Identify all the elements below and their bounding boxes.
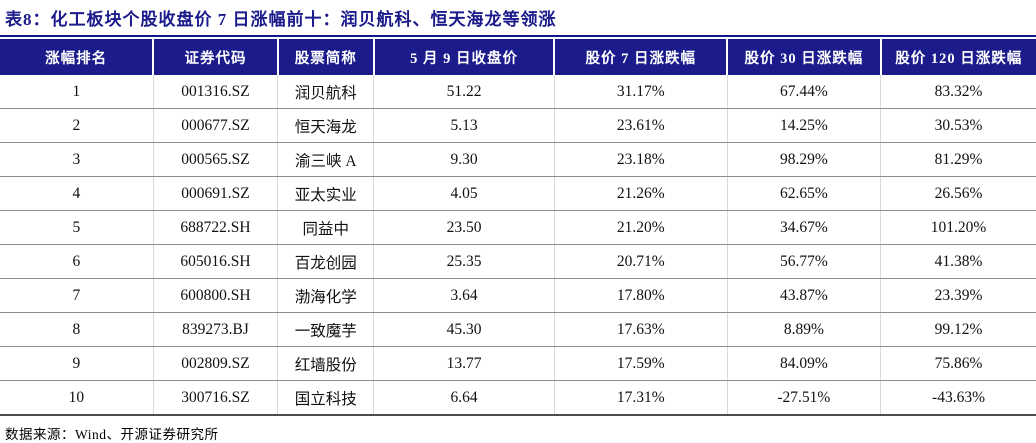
table-cell: 45.30	[373, 312, 555, 347]
table-cell: 101.20%	[880, 210, 1036, 245]
table-cell: 41.38%	[880, 244, 1036, 279]
table-cell: 3	[0, 142, 154, 177]
column-header-120d-change: 股价 120 日涨跌幅	[879, 39, 1036, 75]
source-note: 数据来源：Wind、开源证券研究所	[5, 427, 219, 442]
table-cell: 25.35	[373, 244, 555, 279]
table-cell: 5.13	[373, 108, 555, 143]
table-cell: 润贝航科	[277, 75, 374, 109]
table-cell: 23.18%	[553, 142, 728, 177]
table-cell: 6	[0, 244, 154, 279]
table-cell: 17.80%	[553, 278, 728, 313]
table-cell: -27.51%	[726, 380, 881, 416]
table-cell: 渤海化学	[277, 278, 374, 313]
table-cell: 001316.SZ	[152, 75, 278, 109]
column-header-rank: 涨幅排名	[0, 39, 154, 75]
table-cell: 2	[0, 108, 154, 143]
table-row: 5 688722.SH 同益中 23.50 21.20% 34.67% 101.…	[0, 210, 1036, 245]
table-cell: 30.53%	[880, 108, 1036, 143]
table-cell: 43.87%	[726, 278, 881, 313]
table-cell: 600800.SH	[152, 278, 278, 313]
table-cell: 51.22	[373, 75, 555, 109]
table-cell: 1	[0, 75, 154, 109]
table-cell: 13.77	[373, 346, 555, 381]
table-cell: 67.44%	[726, 75, 881, 109]
table-cell: 31.17%	[553, 75, 728, 109]
table-row: 3 000565.SZ 渝三峡 A 9.30 23.18% 98.29% 81.…	[0, 142, 1036, 177]
stock-gainers-table: 涨幅排名 证券代码 股票简称 5 月 9 日收盘价 股价 7 日涨跌幅 股价 3…	[0, 39, 1036, 416]
table-cell: 同益中	[277, 210, 374, 245]
table-cell: 839273.BJ	[152, 312, 278, 347]
table-cell: 红墙股份	[277, 346, 374, 381]
table-cell: 9	[0, 346, 154, 381]
table-cell: 4.05	[373, 176, 555, 211]
table-cell: 605016.SH	[152, 244, 278, 279]
table-row: 7 600800.SH 渤海化学 3.64 17.80% 43.87% 23.3…	[0, 278, 1036, 313]
table-cell: 23.50	[373, 210, 555, 245]
table-cell: 百龙创园	[277, 244, 374, 279]
table-cell: 56.77%	[726, 244, 881, 279]
table-row: 4 000691.SZ 亚太实业 4.05 21.26% 62.65% 26.5…	[0, 176, 1036, 211]
table-cell: 98.29%	[726, 142, 881, 177]
table-cell: 99.12%	[880, 312, 1036, 347]
table-cell: 002809.SZ	[152, 346, 278, 381]
table-row: 1 001316.SZ 润贝航科 51.22 31.17% 67.44% 83.…	[0, 75, 1036, 109]
table-cell: 亚太实业	[277, 176, 374, 211]
column-header-30d-change: 股价 30 日涨跌幅	[726, 39, 881, 75]
table-cell: 6.64	[373, 380, 555, 416]
table-cell: 84.09%	[726, 346, 881, 381]
table-cell: 81.29%	[880, 142, 1036, 177]
title-divider	[0, 35, 1036, 37]
table-row: 9 002809.SZ 红墙股份 13.77 17.59% 84.09% 75.…	[0, 346, 1036, 381]
table-row: 10 300716.SZ 国立科技 6.64 17.31% -27.51% -4…	[0, 380, 1036, 416]
table-cell: 17.59%	[553, 346, 728, 381]
table-cell: 62.65%	[726, 176, 881, 211]
table-cell: 23.39%	[880, 278, 1036, 313]
column-header-close-price: 5 月 9 日收盘价	[372, 39, 555, 75]
table-row: 8 839273.BJ 一致魔芋 45.30 17.63% 8.89% 99.1…	[0, 312, 1036, 347]
table-cell: 000691.SZ	[152, 176, 278, 211]
table-cell: 23.61%	[553, 108, 728, 143]
table-cell: 8.89%	[726, 312, 881, 347]
table-title: 表8：化工板块个股收盘价 7 日涨幅前十：润贝航科、恒天海龙等领涨	[5, 10, 557, 29]
column-header-7d-change: 股价 7 日涨跌幅	[553, 39, 728, 75]
table-cell: 17.63%	[553, 312, 728, 347]
table-cell: 恒天海龙	[277, 108, 374, 143]
table-cell: 300716.SZ	[152, 380, 278, 416]
table-cell: 一致魔芋	[277, 312, 374, 347]
table-cell: 国立科技	[277, 380, 374, 416]
table-cell: 21.20%	[553, 210, 728, 245]
column-header-name: 股票简称	[276, 39, 374, 75]
table-cell: 17.31%	[553, 380, 728, 416]
table-cell: 26.56%	[880, 176, 1036, 211]
header-row: 涨幅排名 证券代码 股票简称 5 月 9 日收盘价 股价 7 日涨跌幅 股价 3…	[0, 39, 1036, 75]
table-row: 6 605016.SH 百龙创园 25.35 20.71% 56.77% 41.…	[0, 244, 1036, 279]
table-cell: 14.25%	[726, 108, 881, 143]
table-cell: 000677.SZ	[152, 108, 278, 143]
table-cell: 83.32%	[880, 75, 1036, 109]
table-cell: 688722.SH	[152, 210, 278, 245]
table-cell: 75.86%	[880, 346, 1036, 381]
table-row: 2 000677.SZ 恒天海龙 5.13 23.61% 14.25% 30.5…	[0, 108, 1036, 143]
table-cell: -43.63%	[880, 380, 1036, 416]
table-cell: 21.26%	[553, 176, 728, 211]
table-cell: 20.71%	[553, 244, 728, 279]
table-cell: 渝三峡 A	[277, 142, 374, 177]
table-cell: 5	[0, 210, 154, 245]
table-cell: 9.30	[373, 142, 555, 177]
table-cell: 8	[0, 312, 154, 347]
table-cell: 34.67%	[726, 210, 881, 245]
table-cell: 7	[0, 278, 154, 313]
table-cell: 000565.SZ	[152, 142, 278, 177]
table-cell: 10	[0, 380, 154, 416]
table-cell: 3.64	[373, 278, 555, 313]
column-header-ticker: 证券代码	[152, 39, 278, 75]
table-cell: 4	[0, 176, 154, 211]
